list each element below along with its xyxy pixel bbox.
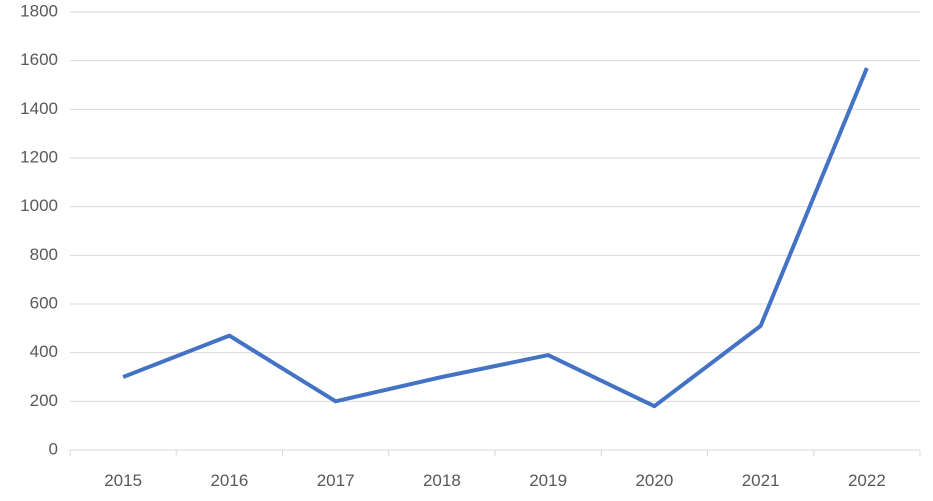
x-tick-label: 2015 bbox=[104, 471, 142, 490]
x-tick-label: 2018 bbox=[423, 471, 461, 490]
x-tick-label: 2020 bbox=[635, 471, 673, 490]
chart-svg: 0 200 400 600 800 1000 1200 1400 1600 1800 2015 201… bbox=[0, 0, 933, 501]
y-tick-label: 200 bbox=[30, 391, 58, 410]
y-tick-label: 800 bbox=[30, 245, 58, 264]
y-tick-label: 400 bbox=[30, 342, 58, 361]
data-line-series-1 bbox=[123, 68, 867, 406]
y-tick-label: 600 bbox=[30, 293, 58, 312]
y-tick-label: 0 bbox=[49, 439, 58, 458]
x-tick-label: 2021 bbox=[742, 471, 780, 490]
y-tick-label: 1200 bbox=[20, 147, 58, 166]
y-tick-label: 1600 bbox=[20, 50, 58, 69]
x-tick-label: 2017 bbox=[317, 471, 355, 490]
line-chart: 0 200 400 600 800 1000 1200 1400 1600 1800 2015 201… bbox=[0, 0, 933, 501]
x-tick-label: 2016 bbox=[210, 471, 248, 490]
y-tick-label: 1400 bbox=[20, 99, 58, 118]
y-tick-label: 1000 bbox=[20, 196, 58, 215]
x-tick-label: 2019 bbox=[529, 471, 567, 490]
x-tick-label: 2022 bbox=[848, 471, 886, 490]
y-tick-label: 1800 bbox=[20, 1, 58, 20]
